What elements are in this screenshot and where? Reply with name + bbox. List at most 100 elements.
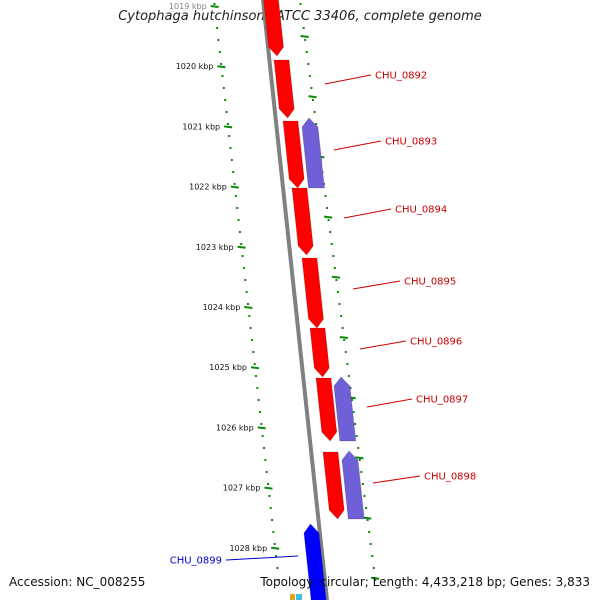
ruler-dot bbox=[213, 3, 216, 5]
ruler-dot bbox=[330, 243, 333, 245]
ruler-dot bbox=[222, 87, 225, 89]
ruler-dot bbox=[333, 267, 336, 269]
ruler-dot bbox=[226, 123, 229, 125]
ruler-dot bbox=[313, 111, 316, 113]
ruler-dot bbox=[260, 423, 263, 425]
ruler-dot bbox=[357, 447, 360, 449]
gene-arrow-reverse bbox=[341, 450, 365, 520]
gene-arrow-forward bbox=[273, 59, 295, 119]
ruler-inner-dots bbox=[299, 3, 377, 581]
ruler-dot bbox=[340, 315, 343, 317]
ruler-dot bbox=[312, 99, 314, 101]
ruler-dot bbox=[214, 15, 217, 17]
ruler-dot bbox=[358, 459, 361, 461]
gene-arrow-forward bbox=[301, 257, 325, 329]
ruler-dot bbox=[240, 243, 243, 245]
ruler-dot bbox=[301, 15, 304, 17]
ruler-dot bbox=[366, 519, 369, 521]
ruler-label: 1021 kbp bbox=[182, 122, 220, 131]
ruler-dot bbox=[363, 495, 366, 497]
gene-arrow-forward bbox=[291, 187, 314, 256]
ruler-dot bbox=[229, 147, 232, 149]
ruler-dot bbox=[329, 231, 332, 233]
ruler-label: 1024 kbp bbox=[203, 303, 241, 312]
callout-line bbox=[359, 340, 407, 350]
genome-title: Cytophaga hutchinsonii ATCC 33406, compl… bbox=[118, 9, 482, 24]
ruler-dot bbox=[269, 507, 272, 509]
gene-label[interactable]: CHU_0894 bbox=[395, 205, 447, 216]
gene-arrow-reverse bbox=[301, 117, 326, 189]
ruler-inner-tick bbox=[339, 336, 348, 339]
ruler-dot bbox=[349, 387, 352, 389]
ruler-dot bbox=[218, 51, 221, 53]
feature-stub bbox=[296, 594, 302, 600]
gene-label[interactable]: CHU_0897 bbox=[416, 395, 468, 406]
ruler-dot bbox=[307, 63, 310, 65]
ruler-dot bbox=[369, 543, 372, 545]
gene-label[interactable]: CHU_0893 bbox=[385, 137, 437, 148]
gene-label[interactable]: CHU_0898 bbox=[424, 472, 476, 483]
ruler-label: 1022 kbp bbox=[189, 183, 227, 192]
ruler-dot bbox=[237, 219, 240, 221]
ruler-dot bbox=[230, 159, 233, 161]
gene-label[interactable]: CHU_0895 bbox=[404, 277, 456, 288]
ruler-dot bbox=[245, 291, 248, 293]
ruler-inner-tick bbox=[363, 516, 372, 520]
ruler-dot bbox=[355, 435, 358, 437]
ruler-dot bbox=[242, 267, 245, 269]
ruler-dot bbox=[341, 327, 344, 329]
ruler-dot bbox=[232, 171, 235, 173]
gene-arrow-reverse bbox=[333, 376, 357, 442]
ruler-label: 1019 kbp bbox=[169, 2, 207, 11]
ruler-dot bbox=[310, 87, 313, 89]
ruler-dot bbox=[253, 363, 256, 365]
ruler-label: 1020 kbp bbox=[176, 62, 214, 71]
ruler-dot bbox=[233, 183, 236, 185]
ruler-dot bbox=[338, 303, 341, 305]
ruler-dot bbox=[315, 123, 318, 125]
gene-arrow-forward bbox=[322, 451, 345, 520]
ruler-dot bbox=[302, 27, 305, 29]
ruler-dot bbox=[250, 339, 253, 341]
ruler-dot bbox=[256, 387, 259, 389]
callout-line bbox=[225, 555, 299, 561]
ruler-label: 1023 kbp bbox=[196, 243, 234, 252]
ruler-dot bbox=[241, 255, 244, 257]
ruler-dot bbox=[238, 231, 241, 233]
ruler-ticks bbox=[210, 5, 380, 580]
ruler-dot bbox=[272, 531, 275, 533]
gene-label[interactable]: CHU_0899 bbox=[170, 556, 222, 567]
ruler-dot bbox=[336, 291, 339, 293]
ruler-dot bbox=[374, 579, 377, 581]
ruler-dot bbox=[252, 351, 255, 353]
ruler-major-tick bbox=[264, 486, 273, 490]
ruler-dot bbox=[244, 279, 247, 281]
gene-label[interactable]: CHU_0896 bbox=[410, 337, 462, 348]
ruler-dot bbox=[271, 519, 274, 521]
topology-text: Topology: circular; Length: 4,433,218 bp… bbox=[260, 575, 590, 589]
ruler-dot bbox=[361, 483, 364, 485]
ruler-dot bbox=[327, 219, 330, 221]
gene-arrow-forward bbox=[309, 327, 330, 378]
ruler-label: 1026 kbp bbox=[216, 423, 254, 432]
callout-line bbox=[343, 208, 392, 219]
ruler-dot bbox=[308, 75, 311, 77]
callout-line bbox=[372, 475, 421, 484]
ruler-dot bbox=[368, 531, 371, 533]
ruler-dot bbox=[216, 27, 219, 29]
callout-line bbox=[366, 398, 413, 408]
gene-label[interactable]: CHU_0892 bbox=[375, 71, 427, 82]
ruler-major-tick bbox=[244, 306, 253, 309]
ruler-dot bbox=[234, 195, 237, 197]
ruler-dot bbox=[371, 555, 374, 557]
ruler-major-tick bbox=[223, 125, 233, 129]
ruler-dot bbox=[275, 555, 278, 557]
ruler-dot bbox=[276, 567, 279, 569]
ruler-dot bbox=[304, 39, 307, 41]
callout-line bbox=[324, 74, 372, 85]
ruler-dot bbox=[268, 495, 271, 497]
ruler-inner-tick bbox=[370, 576, 380, 580]
ruler-dot bbox=[265, 471, 268, 473]
ruler-dot bbox=[261, 435, 264, 437]
